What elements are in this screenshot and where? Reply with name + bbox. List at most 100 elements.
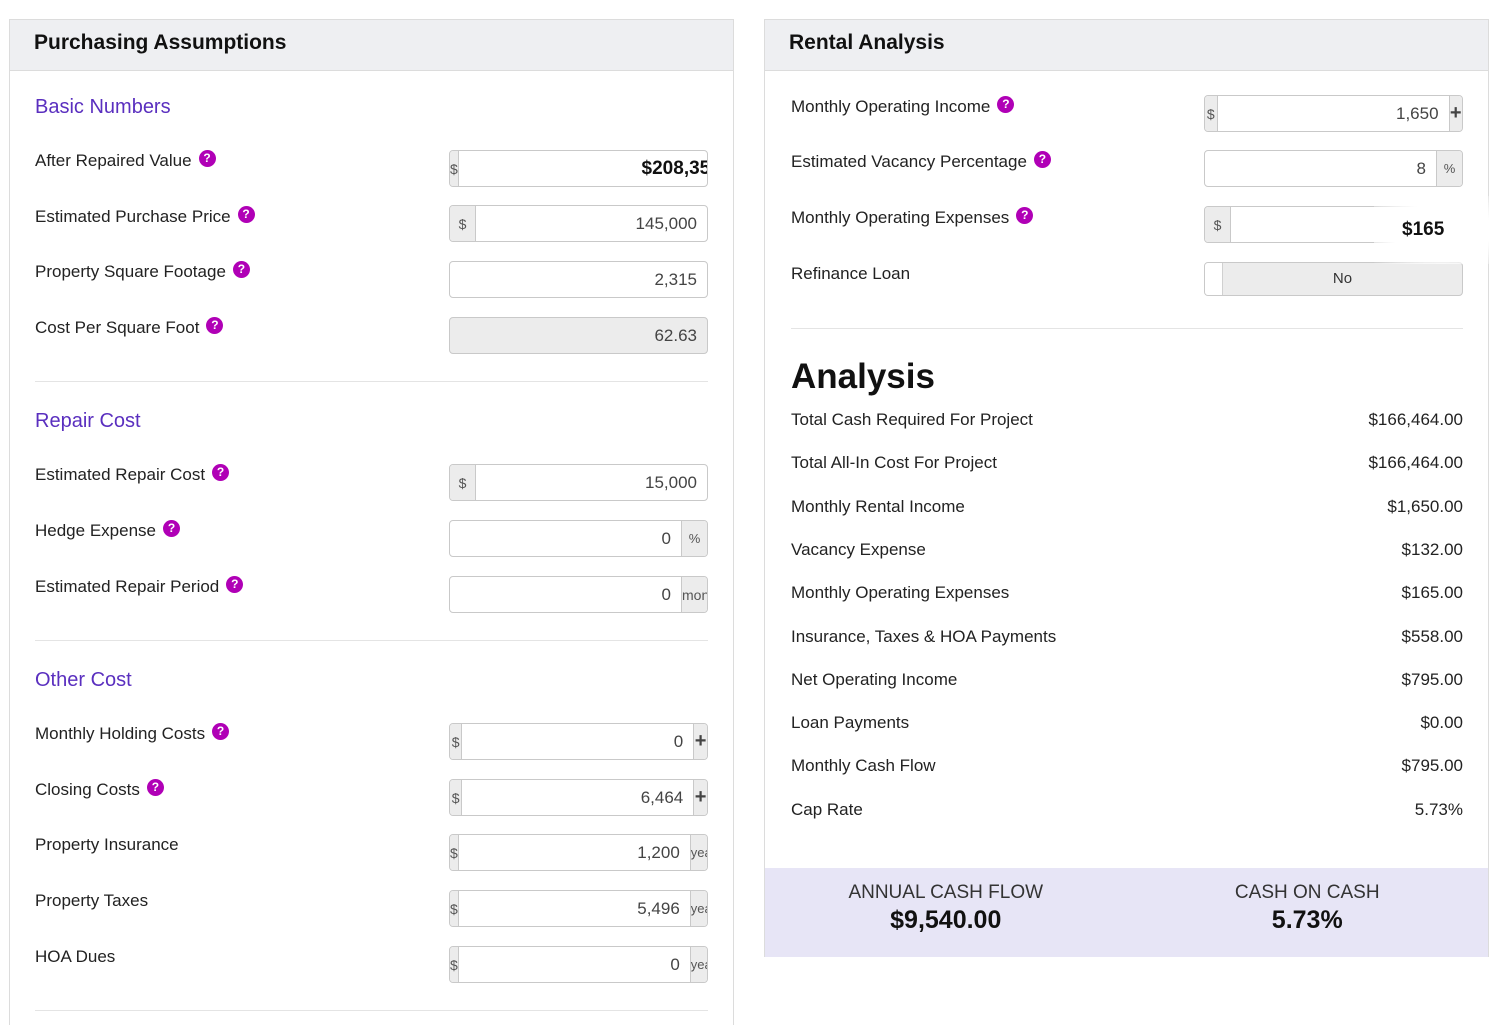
yearly-suffix: yearly (689, 835, 707, 870)
closing-costs-text: Closing Costs (35, 780, 140, 799)
annual-cash-flow-label: ANNUAL CASH FLOW (848, 882, 1044, 903)
dollar-prefix: $ (450, 151, 459, 186)
taxes-group: $ yearly (449, 890, 708, 927)
analysis-row: Cap Rate 5.73% (791, 800, 1463, 820)
analysis-row-value: $166,464.00 (1368, 410, 1463, 429)
refinance-toggle[interactable]: No (1204, 262, 1463, 296)
purchase-price-label: Estimated Purchase Price ? (35, 205, 255, 227)
hoa-group: $ yearly (449, 946, 708, 983)
taxes-input[interactable] (458, 891, 690, 926)
operating-expenses-text: Monthly Operating Expenses (791, 208, 1010, 227)
refinance-label: Refinance Loan (791, 264, 911, 283)
closing-costs-label: Closing Costs ? (35, 778, 164, 800)
section-divider (791, 328, 1463, 329)
dollar-prefix: $ (450, 891, 459, 926)
section-divider (35, 1010, 708, 1011)
square-footage-input[interactable] (450, 262, 707, 297)
purchase-price-group: $ (449, 205, 708, 242)
hoa-label: HOA Dues (35, 947, 116, 966)
hedge-expense-input[interactable] (450, 521, 681, 556)
dollar-prefix: $ (450, 835, 459, 870)
analysis-row-value: $558.00 (1401, 626, 1463, 646)
help-icon[interactable]: ? (226, 575, 244, 593)
analysis-row-label: Total All-In Cost For Project (791, 453, 997, 473)
analysis-row-value: $1,650.00 (1387, 496, 1463, 516)
holding-costs-input[interactable] (462, 724, 694, 759)
cost-per-sqft-group (449, 317, 708, 354)
purchasing-assumptions-panel: Purchasing Assumptions Basic Numbers Aft… (9, 19, 734, 1025)
plus-icon[interactable]: + (693, 724, 707, 759)
hoa-input[interactable] (458, 947, 690, 982)
section-divider (35, 640, 708, 641)
analysis-row: Total All-In Cost For Project $166,464.00 (791, 453, 1463, 473)
repair-period-input[interactable] (450, 577, 681, 612)
rental-analysis-header: Rental Analysis (765, 20, 1488, 71)
closing-costs-input[interactable] (462, 780, 694, 815)
cash-on-cash-block: CASH ON CASH 5.73% (1127, 868, 1489, 957)
annual-cash-flow-value: $9,540.00 (890, 906, 1002, 934)
square-footage-group (449, 261, 708, 298)
analysis-row-label: Cap Rate (791, 799, 863, 819)
help-icon[interactable]: ? (206, 316, 224, 334)
insurance-label: Property Insurance (35, 835, 179, 854)
analysis-row-value: $165.00 (1401, 583, 1463, 603)
cost-per-sqft-label: Cost Per Square Foot ? (35, 316, 224, 338)
annual-cash-flow-block: ANNUAL CASH FLOW $9,540.00 (765, 868, 1127, 957)
yearly-suffix: yearly (689, 891, 707, 926)
repair-period-text: Estimated Repair Period (35, 577, 220, 596)
analysis-row-value: $795.00 (1401, 669, 1463, 689)
repair-cost-label: Estimated Repair Cost ? (35, 463, 230, 485)
insurance-input[interactable] (458, 835, 690, 870)
summary-bar: ANNUAL CASH FLOW $9,540.00 CASH ON CASH … (765, 868, 1488, 957)
repair-period-group: months (449, 576, 708, 613)
vacancy-group: % (1204, 150, 1463, 187)
closing-costs-group: $ + (449, 779, 708, 816)
purchase-price-input[interactable] (476, 206, 707, 241)
operating-income-text: Monthly Operating Income (791, 97, 991, 116)
cost-per-sqft-input (450, 318, 707, 353)
analysis-row-label: Insurance, Taxes & HOA Payments (791, 626, 1057, 646)
help-icon[interactable]: ? (1033, 150, 1051, 168)
square-footage-label: Property Square Footage ? (35, 260, 250, 282)
holding-costs-text: Monthly Holding Costs (35, 724, 206, 743)
help-icon[interactable]: ? (232, 260, 250, 278)
help-icon[interactable]: ? (997, 95, 1015, 113)
plus-icon[interactable]: + (1448, 96, 1462, 131)
analysis-row-label: Vacancy Expense (791, 539, 926, 559)
repair-period-label: Estimated Repair Period ? (35, 575, 244, 597)
toggle-knob[interactable] (1205, 263, 1223, 295)
vacancy-label: Estimated Vacancy Percentage ? (791, 150, 1051, 172)
plus-icon[interactable]: + (693, 780, 707, 815)
refinance-toggle-text: No (1332, 270, 1353, 287)
help-icon[interactable]: ? (237, 205, 255, 223)
analysis-row: Total Cash Required For Project $166,464.… (791, 410, 1463, 430)
operating-income-input[interactable] (1217, 96, 1449, 131)
rental-analysis-panel: Rental Analysis Monthly Operating Income… (764, 19, 1489, 957)
holding-costs-group: $ + (449, 723, 708, 760)
help-icon[interactable]: ? (146, 778, 164, 796)
vacancy-input[interactable] (1205, 151, 1436, 186)
help-icon[interactable]: ? (212, 722, 230, 740)
dollar-prefix: $ (1205, 96, 1218, 131)
yearly-suffix: yearly (689, 947, 707, 982)
help-icon[interactable]: ? (198, 149, 216, 167)
repair-cost-input[interactable] (476, 465, 707, 500)
analysis-row-value: $132.00 (1401, 539, 1463, 559)
section-divider (35, 381, 708, 382)
analysis-row-label: Loan Payments (791, 713, 910, 733)
percent-suffix: % (681, 521, 707, 556)
help-icon[interactable]: ? (1016, 206, 1034, 224)
dollar-prefix: $ (450, 780, 463, 815)
other-cost-title: Other Cost (35, 669, 132, 691)
help-icon[interactable]: ? (162, 519, 180, 537)
after-repaired-value-input[interactable] (458, 151, 707, 186)
operating-income-label: Monthly Operating Income ? (791, 95, 1015, 117)
analysis-row-label: Monthly Cash Flow (791, 756, 936, 776)
help-icon[interactable]: ? (212, 463, 230, 481)
hedge-expense-label: Hedge Expense ? (35, 519, 180, 541)
analysis-row-label: Net Operating Income (791, 669, 958, 689)
analysis-row-value: $0.00 (1420, 713, 1463, 733)
operating-expenses-label: Monthly Operating Expenses ? (791, 206, 1034, 228)
holding-costs-label: Monthly Holding Costs ? (35, 722, 230, 744)
dollar-prefix: $ (450, 206, 476, 241)
